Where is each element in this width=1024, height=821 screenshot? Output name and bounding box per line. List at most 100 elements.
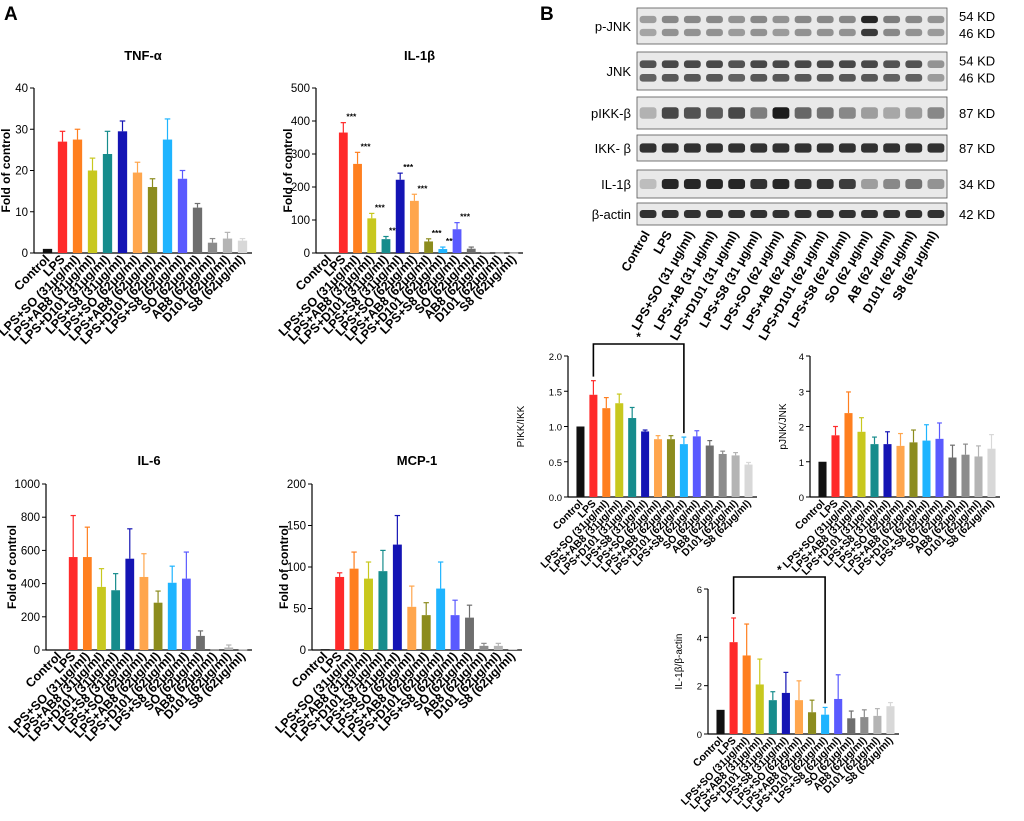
bar: [395, 179, 405, 253]
blot-band: [683, 28, 701, 37]
blot-band: [927, 60, 945, 68]
bar: [117, 131, 128, 253]
blot-band: [683, 143, 701, 153]
y-axis-label: Fold of control: [281, 129, 295, 213]
bar: [705, 445, 714, 497]
y-tick-label: 2: [799, 423, 804, 434]
bar: [82, 557, 92, 650]
blot-band: [905, 210, 923, 218]
bar: [589, 394, 598, 497]
bar: [132, 172, 143, 253]
bar: [238, 649, 248, 651]
blot-row: p-JNK 54 KD 46 KD: [595, 7, 995, 45]
blot-band: [661, 143, 679, 153]
bar: [54, 649, 64, 651]
blot-band: [639, 210, 657, 218]
blot-band: [639, 28, 657, 37]
blot-band: [927, 210, 945, 218]
blot-band: [883, 178, 901, 190]
blot-band: [816, 28, 834, 37]
blot-band: [750, 28, 768, 37]
blot-band: [816, 210, 834, 218]
y-tick-label: 10: [15, 207, 28, 219]
blot-band: [816, 143, 834, 153]
bar: [870, 444, 879, 497]
blot-band: [861, 60, 878, 68]
blot-band: [883, 28, 901, 37]
significance-label: ***: [417, 183, 428, 193]
bar: [162, 139, 173, 253]
bar: [42, 248, 53, 253]
blot-band: [750, 74, 768, 82]
bar: [224, 647, 234, 650]
blot-band: [772, 210, 790, 218]
bar: [324, 252, 334, 254]
y-tick-label: 150: [287, 521, 306, 533]
y-tick-label: 400: [21, 579, 40, 591]
blot-band: [883, 60, 901, 68]
significance-label: ***: [432, 228, 443, 238]
significance-bracket: [592, 343, 685, 434]
blot-row: JNK 54 KD 46 KD: [606, 51, 995, 91]
y-axis-label: pJNK/JNK: [778, 403, 789, 449]
bar: [883, 444, 892, 497]
blot-band: [728, 210, 746, 218]
bar: [465, 617, 474, 650]
blot-box: [636, 202, 948, 226]
significance-label: ***: [403, 162, 414, 172]
blot-band: [838, 74, 856, 82]
blot-band: [794, 107, 812, 119]
bar: [181, 578, 191, 650]
blot-band: [794, 143, 812, 153]
blot-band: [816, 60, 834, 68]
blot-band: [772, 60, 790, 68]
blot-band: [883, 210, 901, 218]
y-tick-label: 1000: [14, 479, 40, 491]
bar: [961, 454, 970, 497]
y-tick-label: 500: [291, 83, 310, 95]
bar: [466, 248, 476, 253]
blot-kd-label: 87 KD: [959, 141, 995, 156]
y-tick-label: 4: [799, 352, 804, 363]
blot-band: [661, 28, 679, 37]
blot-band: [794, 15, 812, 24]
blot-band: [794, 74, 812, 82]
y-tick-label: 1.5: [549, 387, 562, 398]
significance-star: *: [777, 563, 782, 577]
blot-kd-label: 54 KD: [959, 54, 995, 69]
blot-band: [794, 28, 812, 37]
significance-label: ***: [375, 202, 386, 212]
blot-band: [861, 15, 878, 24]
y-tick-label: 1.0: [549, 423, 562, 434]
bar: [450, 615, 460, 650]
blot-protein-label: p-JNK: [595, 19, 631, 34]
blot-band: [750, 107, 768, 119]
blot-band: [861, 210, 878, 218]
blot-row: IKK- β 87 KD: [595, 134, 995, 162]
bar: [479, 645, 489, 650]
y-axis-label: IL-1β/β-actin: [674, 634, 685, 690]
bar: [409, 200, 419, 253]
blot-band: [750, 15, 768, 24]
bar: [57, 141, 68, 253]
bar: [338, 132, 348, 253]
y-tick-label: 1: [799, 458, 804, 469]
y-tick-label: 2.0: [549, 352, 562, 363]
bar: [768, 700, 777, 734]
blot-band: [661, 210, 679, 218]
bar: [509, 252, 519, 254]
blot-band: [927, 143, 945, 153]
bar: [896, 445, 905, 497]
bar: [196, 635, 205, 650]
y-tick-label: 3: [799, 387, 804, 398]
blot-band: [639, 178, 657, 190]
blot-band: [883, 15, 901, 24]
blot-kd-label: 54 KD: [959, 9, 995, 24]
blot-band: [905, 28, 923, 37]
blot-band: [661, 107, 679, 119]
significance-label: ***: [361, 141, 372, 151]
bar: [381, 239, 391, 253]
bar: [392, 544, 402, 650]
blot-protein-label: JNK: [606, 64, 631, 79]
